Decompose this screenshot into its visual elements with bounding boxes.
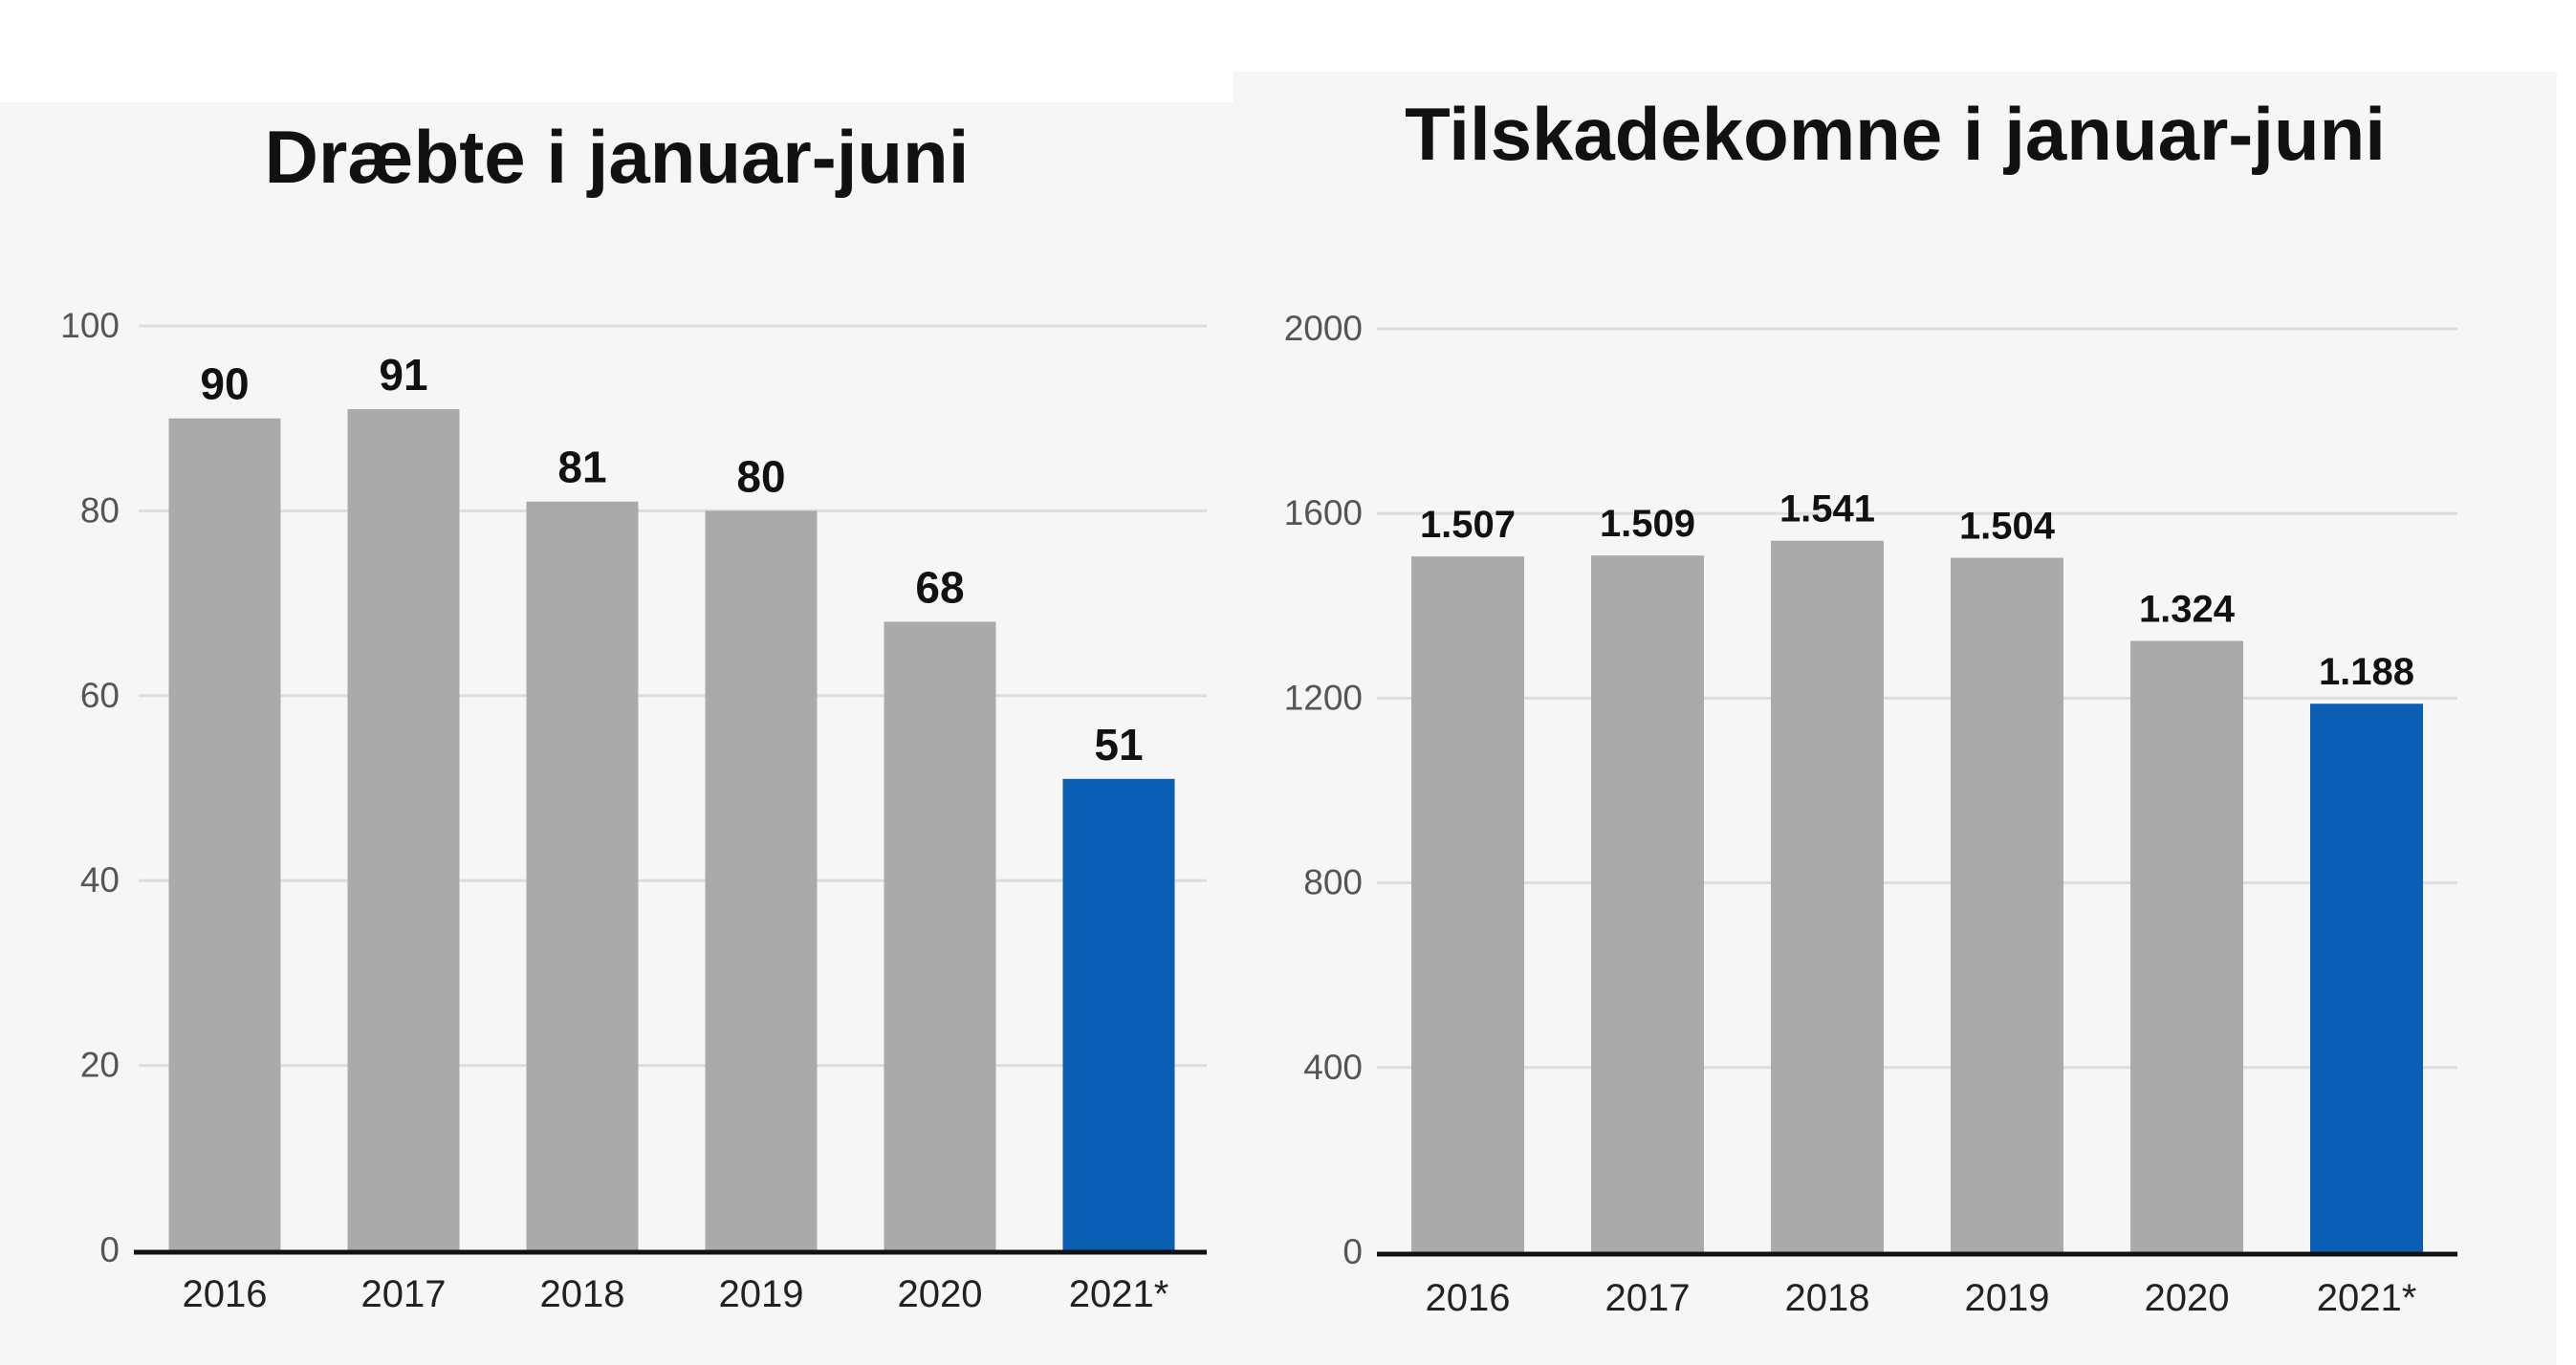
x-tick-label: 2016	[1426, 1277, 1511, 1319]
y-tick-label: 1200	[1284, 678, 1363, 717]
data-label: 1.188	[2319, 651, 2414, 693]
bar	[1771, 540, 1884, 1252]
y-tick-label: 40	[80, 860, 120, 899]
data-label: 68	[915, 562, 964, 612]
data-label: 1.324	[2139, 589, 2236, 631]
x-tick-label: 2019	[719, 1273, 804, 1315]
y-tick-label: 80	[80, 490, 120, 530]
data-label: 90	[200, 359, 249, 409]
data-label: 1.507	[1420, 504, 1516, 546]
bar-chart-killed: 0 20 40 60 80 100 90 2016 91 2017 81 2018 80 2019 68 20…	[60, 306, 1207, 1315]
x-tick-label: 2021*	[2317, 1277, 2417, 1319]
bar	[884, 621, 996, 1250]
y-tick-label: 100	[60, 306, 120, 345]
data-label: 51	[1094, 720, 1143, 769]
y-tick-label: 2000	[1284, 309, 1363, 348]
data-label: 91	[379, 350, 427, 400]
x-tick-label: 2019	[1965, 1277, 2050, 1319]
y-tick-label: 60	[80, 676, 120, 715]
chart-title: Dræbte i januar-juni	[264, 115, 970, 199]
bar	[347, 409, 460, 1250]
x-tick-label: 2021*	[1069, 1273, 1169, 1315]
chart-title: Tilskadekomne i januar-juni	[1405, 92, 2386, 176]
data-label: 1.509	[1600, 503, 1695, 545]
x-tick-label: 2017	[1605, 1277, 1691, 1319]
x-tick-label: 2016	[183, 1273, 268, 1315]
y-tick-label: 800	[1303, 863, 1363, 902]
x-tick-label: 2017	[361, 1273, 447, 1315]
x-tick-label: 2020	[898, 1273, 983, 1315]
bar-chart-injured: 0 400 800 1200 1600 2000 1.507 2016 1.509 2017 1.5…	[1284, 309, 2457, 1319]
y-tick-label: 400	[1303, 1048, 1363, 1087]
y-tick-label: 20	[80, 1046, 120, 1085]
data-label: 81	[557, 443, 606, 492]
bar	[1591, 555, 1704, 1252]
bar	[2310, 704, 2423, 1252]
chart-panel-killed: Dræbte i januar-juni 0 20 40 60 80 100 90 2016 9…	[0, 102, 1233, 1365]
x-tick-label: 2018	[540, 1273, 625, 1315]
bar	[168, 418, 281, 1250]
bar	[1411, 556, 1524, 1252]
bar	[526, 501, 639, 1250]
bar	[2130, 640, 2243, 1252]
chart-panel-injured: Tilskadekomne i januar-juni 0 400 800 1200 1…	[1233, 72, 2557, 1365]
y-tick-label: 1600	[1284, 493, 1363, 532]
data-label: 1.541	[1779, 488, 1875, 531]
data-label: 80	[736, 451, 785, 501]
y-tick-label: 0	[99, 1230, 120, 1269]
x-tick-label: 2018	[1785, 1277, 1870, 1319]
x-tick-label: 2020	[2145, 1277, 2230, 1319]
data-label: 1.504	[1959, 506, 2056, 548]
bar	[705, 510, 818, 1250]
y-tick-label: 0	[1343, 1232, 1363, 1271]
bar	[1951, 557, 2063, 1252]
bar	[1062, 778, 1175, 1250]
